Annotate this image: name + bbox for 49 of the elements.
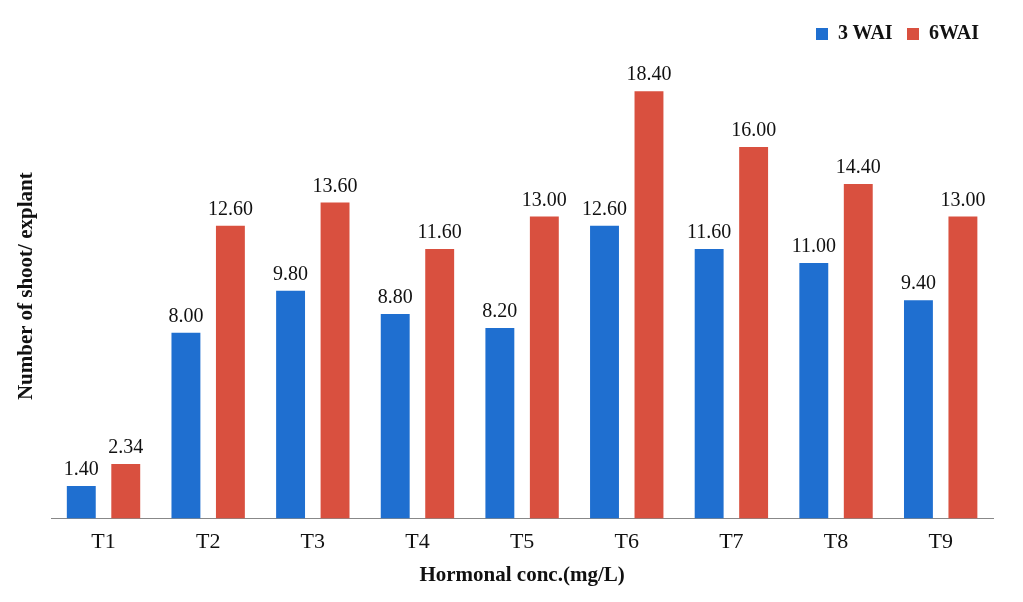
x-tick-label: T7	[719, 528, 744, 554]
bar	[799, 262, 829, 519]
bar	[111, 464, 141, 519]
legend-label: 3 WAI	[837, 21, 893, 44]
data-label: 13.00	[521, 187, 567, 210]
bar	[694, 249, 724, 519]
data-label: 9.40	[900, 271, 936, 294]
bar	[171, 332, 201, 519]
legend-label: 6WAI	[928, 21, 980, 44]
bar	[843, 184, 873, 519]
data-label: 9.80	[273, 262, 309, 285]
bar	[320, 202, 350, 519]
data-label: 11.00	[791, 234, 836, 257]
bar	[903, 300, 933, 519]
x-tick-label: T4	[405, 528, 430, 554]
x-tick-label: T9	[928, 528, 953, 554]
x-tick-label: T3	[300, 528, 326, 554]
x-tick-label: T5	[509, 528, 535, 554]
data-label: 8.20	[482, 299, 518, 322]
x-tick-label: T6	[614, 528, 639, 554]
x-tick-label: T1	[91, 528, 116, 554]
y-axis-title: Number of shoot/ explant	[13, 172, 38, 401]
data-label: 18.40	[626, 62, 672, 85]
data-label: 11.60	[417, 220, 462, 243]
bar	[529, 216, 559, 519]
bar	[485, 328, 515, 519]
data-label: 2.34	[108, 435, 144, 458]
bar	[948, 216, 978, 519]
data-label: 1.40	[63, 457, 99, 480]
bar	[380, 314, 410, 519]
data-label: 13.00	[940, 187, 986, 210]
x-tick-label: T2	[195, 528, 221, 554]
bar	[425, 249, 455, 519]
data-label: 14.40	[835, 155, 881, 178]
bar	[590, 225, 619, 519]
bar	[276, 290, 306, 519]
data-label: 16.00	[731, 118, 777, 141]
bar	[634, 91, 664, 519]
bar	[739, 146, 769, 519]
bar	[66, 485, 96, 519]
data-label: 12.60	[207, 197, 253, 220]
data-label: 13.60	[312, 173, 358, 196]
x-tick-label: T8	[823, 528, 849, 554]
data-label: 8.80	[377, 285, 413, 308]
bar	[215, 225, 245, 519]
data-label: 8.00	[168, 303, 204, 326]
x-axis-title: Hormonal conc.(mg/L)	[419, 561, 625, 586]
data-label: 12.60	[582, 197, 628, 220]
data-label: 11.60	[687, 220, 732, 243]
